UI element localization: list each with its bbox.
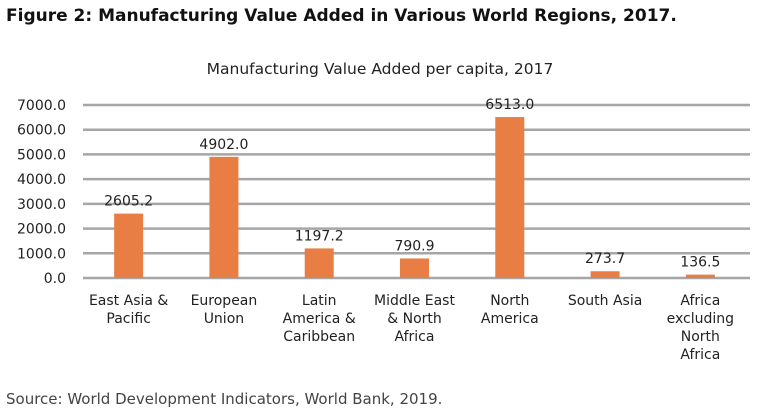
x-category-label: North: [681, 329, 720, 345]
x-category-label: North: [490, 293, 529, 309]
x-category-label: European: [191, 293, 258, 309]
bar: [400, 258, 429, 278]
x-category-label: Africa: [680, 347, 720, 363]
source-note: Source: World Development Indicators, Wo…: [6, 390, 443, 408]
x-category-label: Africa: [680, 293, 720, 309]
bar: [495, 117, 525, 278]
data-label: 1197.2: [295, 228, 344, 244]
y-tick-label: 0.0: [44, 271, 66, 287]
x-category-label: & North: [387, 311, 442, 327]
x-category-label: Africa: [395, 329, 435, 345]
y-tick-label: 7000.0: [17, 98, 66, 114]
x-category-label: excluding: [667, 311, 734, 327]
bar: [114, 213, 144, 278]
chart-title: Manufacturing Value Added per capita, 20…: [206, 60, 554, 78]
x-category-label: Latin: [302, 293, 337, 309]
y-tick-label: 4000.0: [17, 172, 66, 188]
data-label: 4902.0: [199, 137, 248, 153]
data-label: 273.7: [585, 251, 625, 267]
bar: [590, 271, 620, 278]
x-category-label: America: [481, 311, 539, 327]
figure-title: Figure 2: Manufacturing Value Added in V…: [6, 6, 677, 26]
x-category-label: America &: [283, 311, 356, 327]
x-category-label: East Asia &: [89, 293, 168, 309]
y-tick-label: 1000.0: [17, 246, 66, 262]
y-tick-label: 2000.0: [17, 222, 66, 238]
y-tick-label: 3000.0: [17, 197, 66, 213]
y-tick-label: 5000.0: [17, 147, 66, 163]
data-label: 790.9: [394, 238, 434, 254]
x-category-label: Pacific: [106, 311, 151, 327]
data-label: 2605.2: [104, 194, 153, 210]
x-category-label: Caribbean: [283, 329, 355, 345]
data-label: 6513.0: [485, 97, 534, 113]
y-tick-label: 6000.0: [17, 123, 66, 139]
bar: [209, 156, 239, 278]
x-category-label: Middle East: [374, 293, 455, 309]
bar: [685, 274, 715, 278]
x-category-label: Union: [204, 311, 244, 327]
x-category-label: South Asia: [568, 293, 642, 309]
data-label: 136.5: [680, 255, 720, 271]
bar: [304, 248, 334, 278]
